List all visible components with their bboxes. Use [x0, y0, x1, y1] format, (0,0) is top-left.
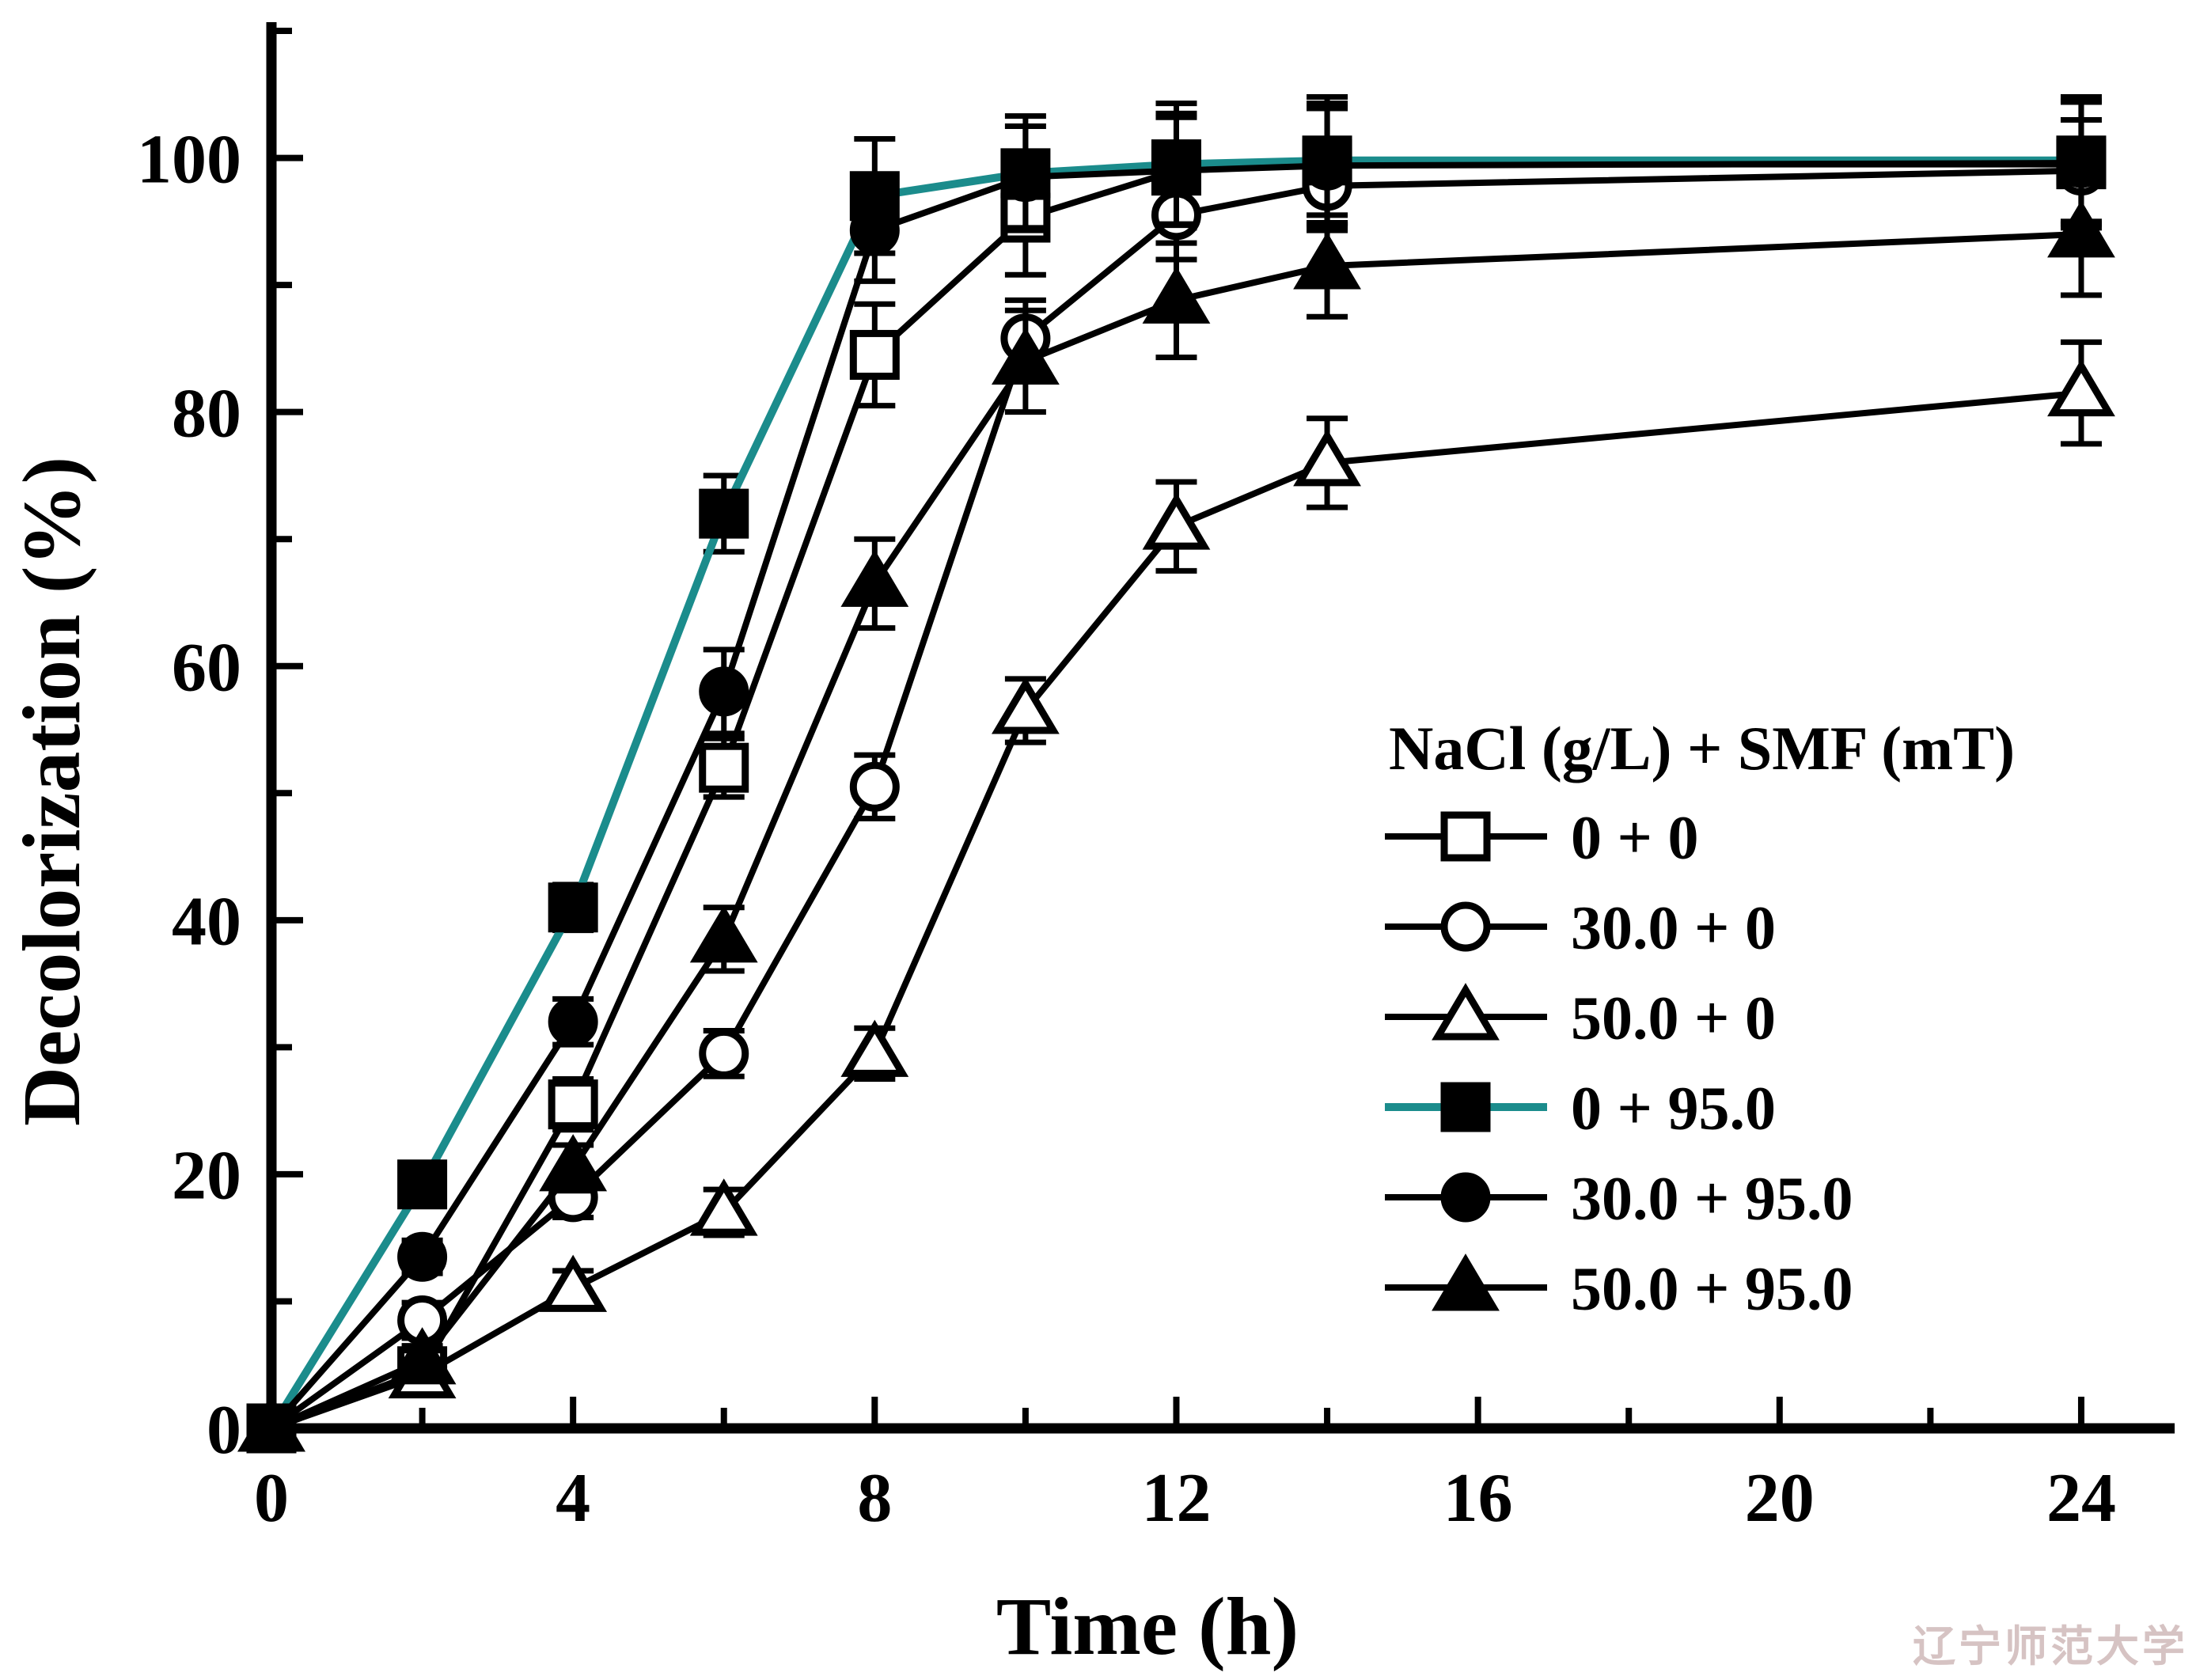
legend-entry-label: 30.0 + 0 — [1571, 893, 1776, 961]
marker-square-filled — [699, 488, 749, 539]
y-tick-labels: 0 20 40 60 80 100 — [137, 121, 241, 1468]
marker-circle-filled — [1000, 152, 1051, 203]
marker-circle-filled — [397, 1231, 448, 1282]
legend-entry-label: 50.0 + 95.0 — [1571, 1253, 1853, 1322]
series-markers — [237, 200, 2115, 1452]
marker-triangle-open — [1142, 492, 1211, 550]
y-axis-title: Decolorization (%) — [6, 457, 97, 1126]
x-tick-label: 24 — [2046, 1460, 2116, 1537]
axis-ticks — [268, 28, 2084, 1432]
marker-circle-filled — [1151, 146, 1201, 196]
marker-triangle-filled — [237, 1394, 305, 1452]
marker-triangle-filled — [539, 1134, 608, 1192]
legend-entry: 0 + 0 — [1385, 802, 1698, 871]
legend-entry: 30.0 + 0 — [1385, 893, 1776, 961]
marker-triangle-filled — [991, 327, 1060, 385]
y-tick-label: 60 — [172, 630, 241, 707]
marker-circle-filled — [548, 996, 598, 1047]
x-axis-title: Time (h) — [996, 1581, 1299, 1672]
marker-triangle-open — [991, 677, 1060, 734]
x-tick-label: 12 — [1141, 1460, 1211, 1537]
marker-circle-open — [1440, 901, 1491, 952]
legend: NaCl (g/L) + SMF (mT) 0 + 0 30.0 + 0 50.0 +… — [1385, 714, 2015, 1322]
x-tick-label: 0 — [254, 1460, 289, 1537]
legend-entry: 50.0 + 0 — [1385, 983, 1776, 1052]
marker-triangle-filled — [1432, 1253, 1500, 1311]
marker-triangle-filled — [2047, 200, 2115, 258]
y-tick-label: 40 — [172, 884, 241, 961]
legend-entry-label: 0 + 0 — [1571, 802, 1698, 871]
axes — [261, 22, 2175, 1434]
marker-triangle-filled — [1293, 232, 1361, 290]
x-tick-label: 20 — [1745, 1460, 1815, 1537]
series-line — [270, 230, 2082, 1432]
marker-circle-filled — [849, 205, 900, 256]
legend-entry-label: 0 + 95.0 — [1571, 1073, 1776, 1142]
error-bars — [401, 339, 2102, 1394]
marker-triangle-filled — [388, 1327, 457, 1385]
marker-triangle-open — [1293, 429, 1361, 487]
marker-square-open — [1440, 811, 1491, 862]
marker-square-filled — [548, 882, 598, 933]
marker-triangle-open — [840, 1019, 909, 1077]
y-tick-label: 100 — [137, 121, 241, 198]
x-tick-label: 4 — [556, 1460, 590, 1537]
marker-square-open — [699, 742, 749, 793]
marker-circle-filled — [699, 666, 749, 717]
y-tick-label: 20 — [172, 1138, 241, 1215]
marker-triangle-open — [1432, 983, 1500, 1041]
marker-circle-open — [699, 1028, 749, 1079]
marker-triangle-filled — [1142, 266, 1211, 324]
marker-triangle-filled — [840, 549, 909, 607]
legend-entry: 30.0 + 95.0 — [1385, 1163, 1853, 1232]
marker-square-filled — [1440, 1082, 1491, 1132]
y-tick-label: 0 — [207, 1392, 241, 1469]
marker-triangle-open — [539, 1254, 608, 1312]
marker-square-filled — [397, 1159, 448, 1210]
x-tick-label: 16 — [1443, 1460, 1513, 1537]
legend-entry-label: 50.0 + 0 — [1571, 983, 1776, 1052]
legend-entry: 0 + 95.0 — [1385, 1073, 1776, 1142]
y-tick-label: 80 — [172, 375, 241, 452]
marker-triangle-filled — [689, 905, 758, 963]
marker-square-open — [548, 1079, 598, 1130]
legend-entry: 50.0 + 95.0 — [1385, 1253, 1853, 1322]
marker-circle-open — [849, 761, 900, 812]
marker-square-open — [849, 329, 900, 380]
marker-triangle-open — [689, 1178, 758, 1236]
legend-title: NaCl (g/L) + SMF (mT) — [1389, 714, 2015, 783]
series-300plus950 — [246, 99, 2107, 1454]
marker-circle-filled — [1440, 1172, 1491, 1223]
marker-circle-filled — [1302, 140, 1352, 191]
series-500plus950 — [237, 170, 2115, 1452]
x-tick-label: 8 — [857, 1460, 892, 1537]
x-tick-labels: 0 4 8 12 16 20 24 — [254, 1460, 2116, 1537]
watermark-text: 辽宁师范大学 — [1913, 1621, 2188, 1671]
marker-triangle-open — [2047, 358, 2115, 417]
legend-entry-label: 30.0 + 95.0 — [1571, 1163, 1853, 1232]
